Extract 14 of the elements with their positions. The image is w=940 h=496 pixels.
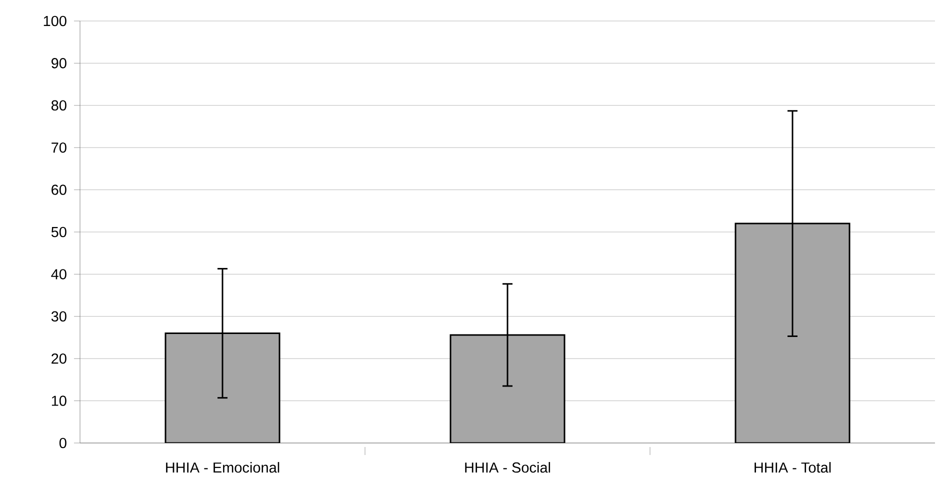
y-tick-label: 90	[52, 58, 66, 68]
x-tick-label: HHIA - Total	[754, 462, 831, 473]
y-tick-label: 50	[51, 226, 66, 238]
x-tick-label: HHIA - Emocional	[166, 462, 280, 473]
y-tick-label: 20	[52, 353, 66, 364]
x-tick-label: HHIA - Social	[465, 462, 550, 473]
y-tick-label: 100	[44, 16, 66, 26]
y-tick-label: 80	[51, 100, 66, 111]
y-tick-label: 30	[51, 311, 66, 322]
y-tick-label: 0	[59, 438, 66, 448]
y-tick-label: 60	[52, 184, 66, 195]
y-tick-label: 10	[52, 396, 66, 406]
y-tick-label: 40	[51, 269, 66, 280]
y-tick-label: 70	[52, 142, 66, 153]
